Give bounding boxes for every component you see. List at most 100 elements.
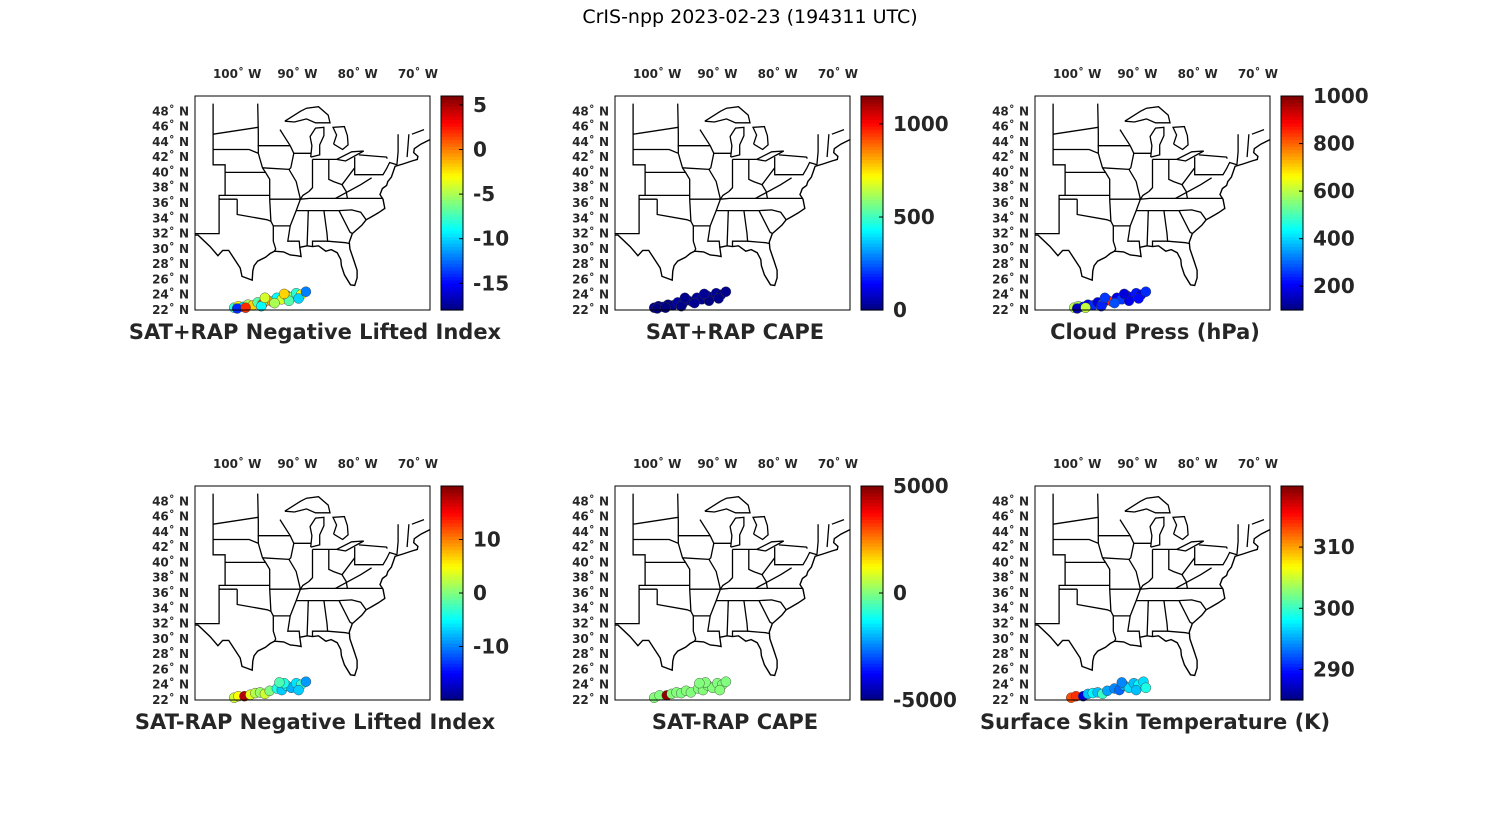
colorbar-segment xyxy=(441,663,463,668)
colorbar-segment xyxy=(441,529,463,534)
colorbar-segment xyxy=(861,213,883,217)
colorbar-segment xyxy=(861,552,883,557)
state-border xyxy=(299,580,383,590)
observation-point xyxy=(694,677,705,689)
great-lake xyxy=(704,106,751,124)
lat-tick-label: 38˚ N xyxy=(152,570,189,585)
colorbar-segment xyxy=(441,209,463,214)
colorbar-segment xyxy=(441,586,463,591)
colorbar-segment xyxy=(441,549,463,554)
state-border xyxy=(1246,524,1250,548)
colorbar-segment xyxy=(441,286,463,291)
map-border xyxy=(1034,485,1271,701)
colorbar-segment xyxy=(441,186,463,191)
lon-tick-label: 70˚ W xyxy=(818,456,858,471)
map-frame: 100˚ W 90˚ W 80˚ W 70˚ W 22˚ N24˚ N26˚ N28˚ … xyxy=(152,456,438,707)
state-border xyxy=(358,544,388,549)
colorbar-segment xyxy=(441,696,463,701)
colorbar-segment xyxy=(861,182,883,187)
colorbar-segment xyxy=(861,273,883,278)
colorbar-segment xyxy=(1281,693,1303,698)
colorbar-segment xyxy=(1281,179,1303,184)
lat-tick-label: 38˚ N xyxy=(152,180,189,195)
colorbar-segment xyxy=(1281,653,1303,658)
colorbar-segment xyxy=(861,152,883,157)
lon-tick-label: 90˚ W xyxy=(1117,456,1157,471)
lat-tick-label: 24˚ N xyxy=(152,287,189,302)
colorbar-segment xyxy=(1281,303,1303,308)
lon-tick-label: 70˚ W xyxy=(1238,456,1278,471)
lat-tick-label: 42˚ N xyxy=(152,149,189,164)
colorbar-tick-label: -5000 xyxy=(893,688,957,712)
colorbar-segment xyxy=(1281,613,1303,617)
panel-caption: SAT+RAP Negative Lifted Index xyxy=(128,320,502,344)
colorbar-segment xyxy=(1281,279,1303,284)
colorbar-segment xyxy=(441,233,463,238)
colorbar-segment xyxy=(441,559,463,564)
state-border xyxy=(327,630,350,635)
coastline xyxy=(615,528,850,677)
colorbar-segment xyxy=(1281,586,1303,591)
colorbar-segment xyxy=(441,569,463,574)
colorbar-segment xyxy=(861,223,883,227)
state-border xyxy=(758,600,773,625)
colorbar-segment xyxy=(861,522,883,527)
colorbar-segment xyxy=(441,603,463,607)
colorbar-segment xyxy=(441,273,463,278)
colorbar-segment xyxy=(861,186,883,191)
observation-point xyxy=(1140,682,1152,694)
colorbar-segment xyxy=(861,623,883,628)
observation-point xyxy=(300,286,312,297)
state-border xyxy=(311,210,329,247)
colorbar-segment xyxy=(1281,593,1303,597)
state-border xyxy=(761,557,776,576)
colorbar-segment xyxy=(1281,676,1303,681)
observation-point xyxy=(1130,684,1142,696)
colorbar-segment xyxy=(861,136,883,141)
colorbar-segment xyxy=(861,549,883,554)
lat-tick-label: 22˚ N xyxy=(992,692,1029,707)
panel-caption: SAT-RAP CAPE xyxy=(651,710,819,734)
state-border xyxy=(328,549,349,589)
colorbar-segment xyxy=(861,486,883,490)
colorbar-segment xyxy=(1281,499,1303,504)
colorbar-segment xyxy=(861,489,883,494)
colorbar-segment xyxy=(1281,289,1303,294)
lat-tick-label: 42˚ N xyxy=(992,539,1029,554)
lat-tick-label: 44˚ N xyxy=(152,134,189,149)
colorbar-segment xyxy=(441,596,463,601)
colorbar-segment xyxy=(861,572,883,577)
observation-point xyxy=(293,684,304,696)
lat-tick-label: 44˚ N xyxy=(152,524,189,539)
colorbar-segment xyxy=(441,289,463,294)
colorbar-segment xyxy=(441,269,463,274)
colorbar-segment xyxy=(441,616,463,621)
colorbar-segment xyxy=(861,669,883,674)
colorbar-tick-label: 400 xyxy=(1313,227,1355,251)
colorbar-segment xyxy=(1281,293,1303,298)
lat-tick-label: 34˚ N xyxy=(572,600,609,615)
colorbar-segment xyxy=(441,249,463,254)
lat-tick-label: 24˚ N xyxy=(152,677,189,692)
observation-point xyxy=(720,676,732,687)
colorbar-segment xyxy=(1281,203,1303,207)
colorbar-segment xyxy=(1281,516,1303,521)
colorbar-segment xyxy=(441,486,463,490)
observation-point xyxy=(293,293,304,304)
lat-tick-label: 40˚ N xyxy=(992,164,1029,179)
panel-sat-rap-plus-cape: 100˚ W 90˚ W 80˚ W 70˚ W 22˚ N 24˚ N 26˚ N 28˚ … xyxy=(525,60,995,360)
colorbar-segment xyxy=(441,649,463,654)
colorbar-segment xyxy=(861,492,883,497)
observation-points xyxy=(228,676,312,703)
coastline xyxy=(615,138,850,287)
lat-tick-label: 32˚ N xyxy=(152,616,189,631)
state-border xyxy=(1246,134,1250,158)
map-border xyxy=(614,95,851,311)
colorbar-segment xyxy=(1281,633,1303,638)
lat-tick-label: 44˚ N xyxy=(572,524,609,539)
colorbar-segment xyxy=(1281,156,1303,161)
lat-tick-label: 34˚ N xyxy=(572,210,609,225)
colorbar-tick-label: -10 xyxy=(473,227,509,251)
state-border xyxy=(1148,549,1154,582)
state-border xyxy=(1035,493,1066,625)
